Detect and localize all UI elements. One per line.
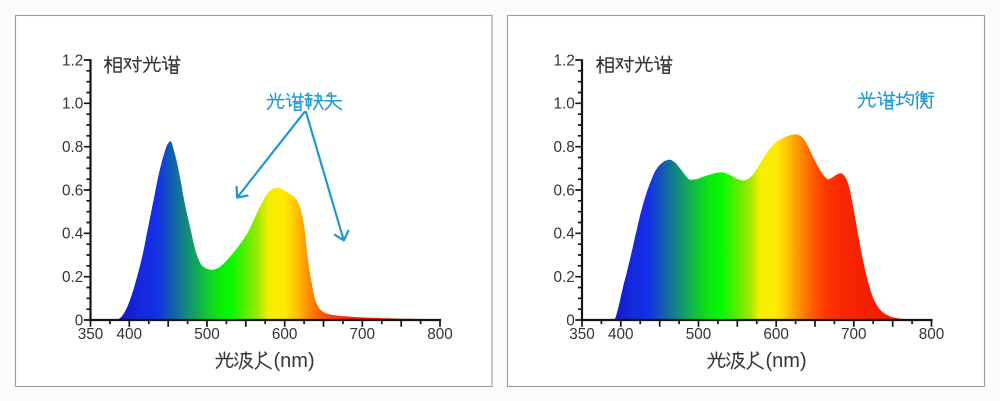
svg-text:800: 800 xyxy=(919,326,945,343)
svg-text:0.2: 0.2 xyxy=(62,269,83,286)
svg-text:500: 500 xyxy=(194,326,220,343)
svg-text:800: 800 xyxy=(427,326,453,343)
svg-text:0: 0 xyxy=(75,312,84,329)
svg-text:400: 400 xyxy=(608,326,634,343)
svg-text:0.4: 0.4 xyxy=(554,226,576,243)
svg-text:700: 700 xyxy=(841,326,867,343)
svg-text:0.8: 0.8 xyxy=(62,139,83,156)
svg-text:400: 400 xyxy=(117,326,143,343)
svg-text:1.0: 1.0 xyxy=(554,96,575,113)
svg-text:0.2: 0.2 xyxy=(554,269,575,286)
svg-text:700: 700 xyxy=(350,326,376,343)
svg-text:350: 350 xyxy=(78,326,104,343)
svg-text:0.4: 0.4 xyxy=(62,226,84,243)
svg-text:600: 600 xyxy=(272,326,298,343)
svg-text:350: 350 xyxy=(569,326,595,343)
svg-text:500: 500 xyxy=(686,326,712,343)
svg-text:1.2: 1.2 xyxy=(62,52,83,69)
svg-text:600: 600 xyxy=(763,326,789,343)
svg-text:1.2: 1.2 xyxy=(554,52,575,69)
svg-text:1.0: 1.0 xyxy=(62,96,83,113)
svg-text:0.6: 0.6 xyxy=(554,182,575,199)
svg-text:0: 0 xyxy=(566,312,575,329)
svg-text:(nm): (nm) xyxy=(274,350,315,372)
svg-text:0.6: 0.6 xyxy=(62,182,83,199)
svg-text:0.8: 0.8 xyxy=(554,139,575,156)
svg-text:(nm): (nm) xyxy=(766,350,807,372)
